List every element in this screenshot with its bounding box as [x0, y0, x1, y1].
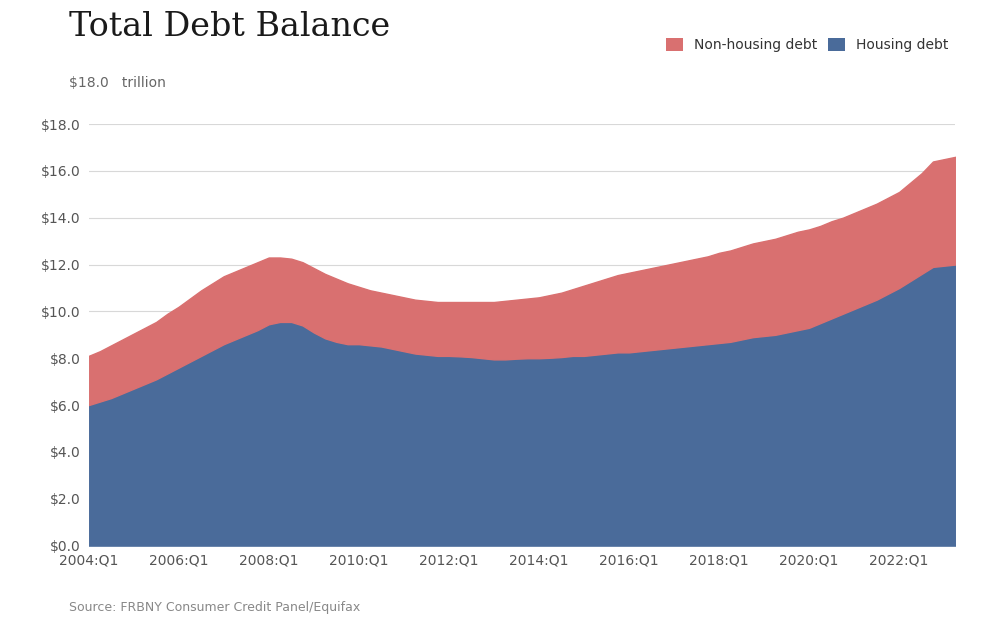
Text: $18.0   trillion: $18.0 trillion: [69, 76, 165, 90]
Text: Source: FRBNY Consumer Credit Panel/Equifax: Source: FRBNY Consumer Credit Panel/Equi…: [69, 601, 361, 614]
Text: Total Debt Balance: Total Debt Balance: [69, 11, 390, 43]
Legend: Non-housing debt, Housing debt: Non-housing debt, Housing debt: [666, 38, 949, 52]
